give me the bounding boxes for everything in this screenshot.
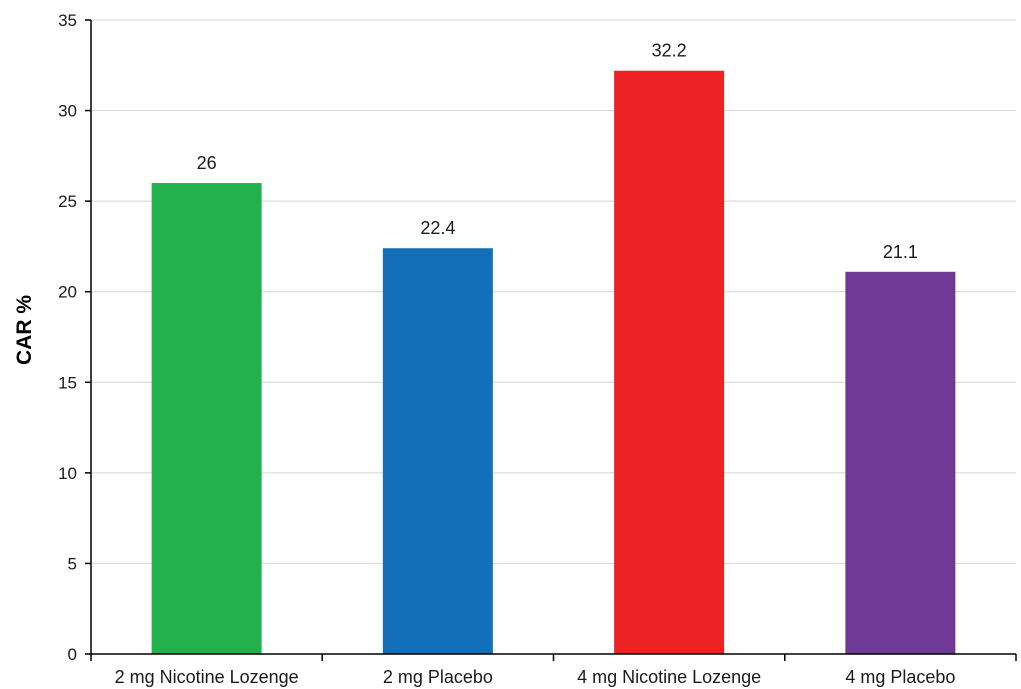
bars xyxy=(151,70,956,655)
y-tick-label: 15 xyxy=(58,373,77,392)
bar xyxy=(151,183,262,654)
x-tick-label: 4 mg Placebo xyxy=(845,667,955,687)
y-tick-label: 0 xyxy=(68,645,77,664)
data-label: 26 xyxy=(197,153,217,173)
y-axis-title: CAR % xyxy=(13,295,36,365)
axes xyxy=(85,19,1017,661)
y-tick-label: 35 xyxy=(58,11,77,30)
y-tick-label: 5 xyxy=(68,554,77,573)
x-tick-label: 4 mg Nicotine Lozenge xyxy=(577,667,761,687)
data-label: 22.4 xyxy=(420,218,455,238)
y-tick-label: 10 xyxy=(58,464,77,483)
y-tick-label: 20 xyxy=(58,283,77,302)
data-label: 21.1 xyxy=(883,242,918,262)
x-tick-label: 2 mg Placebo xyxy=(383,667,493,687)
bar xyxy=(614,70,725,655)
data-label: 32.2 xyxy=(652,41,687,61)
labels: 0 5 10 15 20 25 30 35 26 2 mg Nicotine Lozenge 22.… xyxy=(58,11,955,687)
x-tick-label: 2 mg Nicotine Lozenge xyxy=(115,667,299,687)
bar xyxy=(382,248,493,655)
y-tick-label: 30 xyxy=(58,102,77,121)
y-tick-label: 25 xyxy=(58,192,77,211)
bar xyxy=(845,271,956,654)
